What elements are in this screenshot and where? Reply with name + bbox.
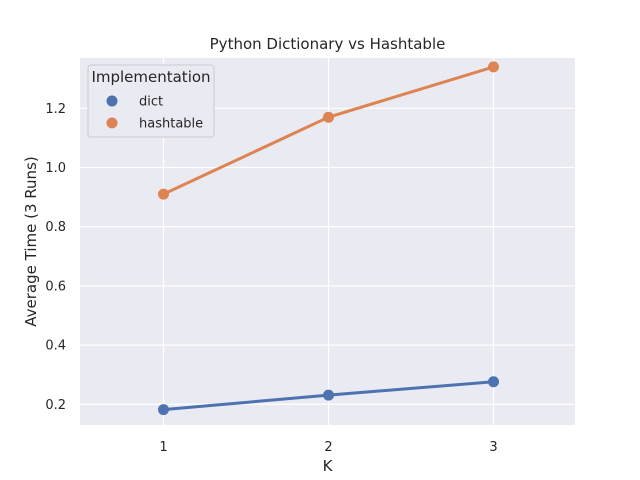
data-point bbox=[158, 188, 169, 200]
legend: Implementation dict hashtable bbox=[87, 64, 215, 138]
y-axis-label: Average Time (3 Runs) bbox=[22, 156, 40, 326]
legend-marker bbox=[106, 117, 118, 129]
chart-title: Python Dictionary vs Hashtable bbox=[210, 35, 446, 53]
x-tick-label: 1 bbox=[159, 440, 167, 455]
data-point bbox=[323, 389, 334, 401]
data-point bbox=[323, 111, 334, 123]
y-tick-label: 0.8 bbox=[45, 220, 66, 235]
data-point bbox=[488, 61, 499, 73]
x-axis-label: K bbox=[323, 457, 334, 475]
y-tick-label: 1.2 bbox=[45, 102, 66, 117]
series-dict bbox=[158, 376, 499, 416]
tick-labels: 0.2 0.4 0.6 0.8 1.0 1.2 1 2 3 bbox=[45, 102, 497, 455]
y-tick-label: 0.2 bbox=[45, 398, 66, 413]
data-point bbox=[158, 404, 169, 416]
legend-label: hashtable bbox=[139, 117, 203, 132]
y-tick-label: 0.6 bbox=[45, 279, 66, 294]
x-tick-label: 3 bbox=[489, 440, 497, 455]
y-tick-label: 0.4 bbox=[45, 339, 66, 354]
series-hashtable bbox=[158, 61, 499, 200]
legend-marker bbox=[106, 95, 118, 107]
legend-items: dict hashtable bbox=[106, 95, 203, 132]
legend-box bbox=[87, 64, 215, 138]
y-tick-label: 1.0 bbox=[45, 161, 66, 176]
x-tick-label: 2 bbox=[324, 440, 332, 455]
legend-label: dict bbox=[139, 95, 163, 110]
legend-title: Implementation bbox=[91, 68, 210, 86]
data-point bbox=[488, 376, 499, 388]
series-layer bbox=[158, 61, 499, 416]
